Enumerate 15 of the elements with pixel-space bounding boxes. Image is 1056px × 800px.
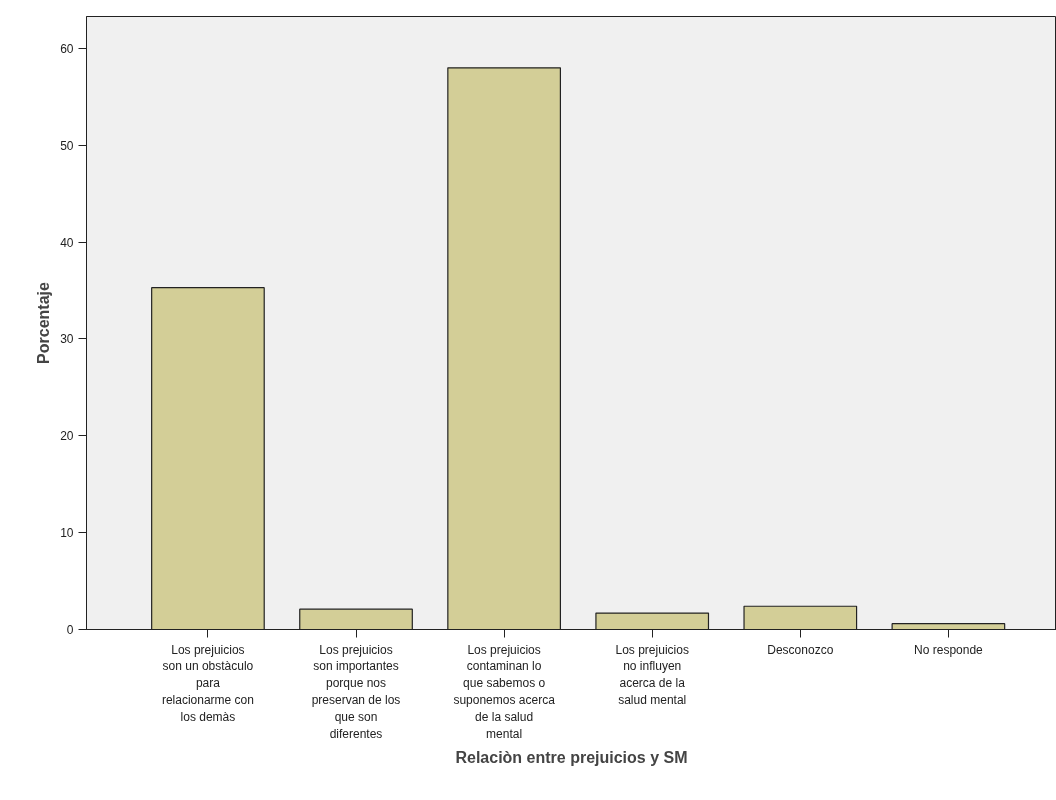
- y-tick-label: 0: [66, 623, 74, 637]
- x-tick-label: Los prejuicios contaminan lo que sabemos o suponemos acerca de la salud mental: [453, 642, 556, 741]
- y-tick-label: 40: [60, 235, 74, 250]
- y-tick-label: 20: [60, 429, 74, 444]
- y-tick-label: 50: [60, 138, 74, 153]
- x-tick-label: Los prejuicios son importantes porque nos preservan de los que son diferentes: [311, 642, 401, 741]
- y-tick-label: 10: [60, 526, 74, 541]
- y-tick-label: 60: [60, 41, 74, 56]
- x-tick-label: No responde: [914, 642, 984, 657]
- x-tick-label: Desconozco: [767, 642, 834, 657]
- y-tick-label: 30: [60, 332, 74, 347]
- x-tick-label: Los prejuicios no influyen acerca de la salud mental: [615, 642, 689, 707]
- x-axis-title: Relaciòn entre prejuicios y SM: [455, 748, 688, 766]
- x-tick-label: Los prejuicios son un obstàculo para relacionarme con los demàs: [161, 642, 254, 724]
- y-axis-title: Porcentaje: [35, 281, 53, 364]
